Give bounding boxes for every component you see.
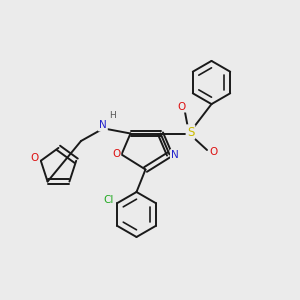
Text: O: O xyxy=(31,153,39,164)
Text: S: S xyxy=(187,125,194,139)
Text: O: O xyxy=(177,101,186,112)
Text: Cl: Cl xyxy=(103,195,114,205)
Text: O: O xyxy=(112,149,120,159)
Text: N: N xyxy=(171,150,179,160)
Text: N: N xyxy=(99,120,107,130)
Text: H: H xyxy=(109,111,116,120)
Text: O: O xyxy=(209,147,218,158)
